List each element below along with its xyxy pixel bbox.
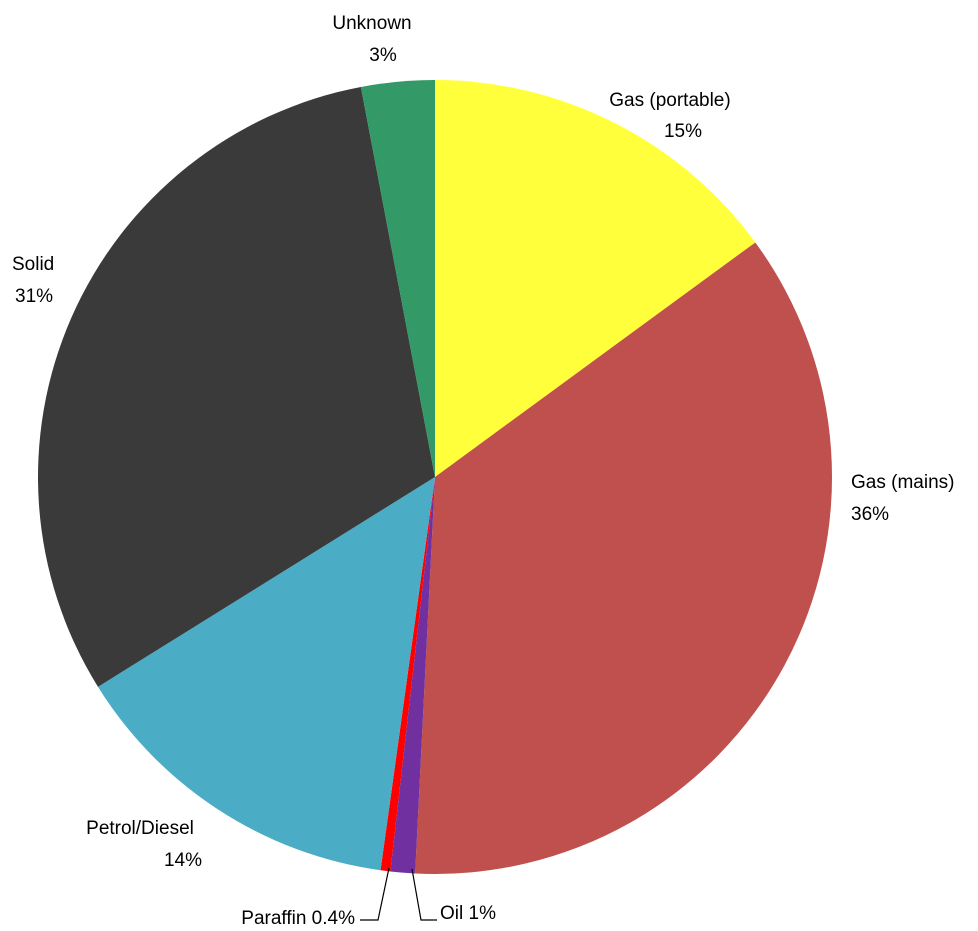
label-unknown-value: 3%: [369, 45, 397, 66]
leader-lines: [360, 867, 437, 921]
pie-slice-oil: [390, 477, 435, 874]
label-petrol-diesel-name: Petrol/Diesel: [86, 818, 194, 839]
label-petrol-diesel-value: 14%: [164, 850, 202, 871]
label-unknown-name: Unknown: [332, 13, 411, 34]
leader-line-paraffin: [360, 867, 390, 921]
pie-slice-gas-mains: [415, 242, 833, 874]
label-gas-mains-value: 36%: [851, 504, 889, 525]
pie-slices: [38, 80, 833, 874]
pie-slice-paraffin: [380, 477, 435, 872]
pie-slice-unknown: [360, 80, 435, 477]
label-solid-value: 31%: [15, 286, 53, 307]
leader-line-oil: [411, 868, 437, 921]
label-solid-name: Solid: [12, 254, 54, 275]
pie-slice-gas-portable: [435, 80, 756, 477]
label-paraffin: Paraffin 0.4%: [241, 908, 355, 929]
label-gas-portable-value: 15%: [664, 121, 702, 142]
label-gas-portable-name: Gas (portable): [609, 90, 730, 111]
pie-slice-petrol-diesel: [98, 477, 435, 871]
label-oil: Oil 1%: [440, 903, 496, 924]
pie-labels: Gas (portable) 15% Gas (mains) 36% Oil 1…: [12, 13, 954, 929]
label-gas-mains-name: Gas (mains): [851, 472, 954, 493]
pie-slice-solid: [38, 86, 436, 687]
